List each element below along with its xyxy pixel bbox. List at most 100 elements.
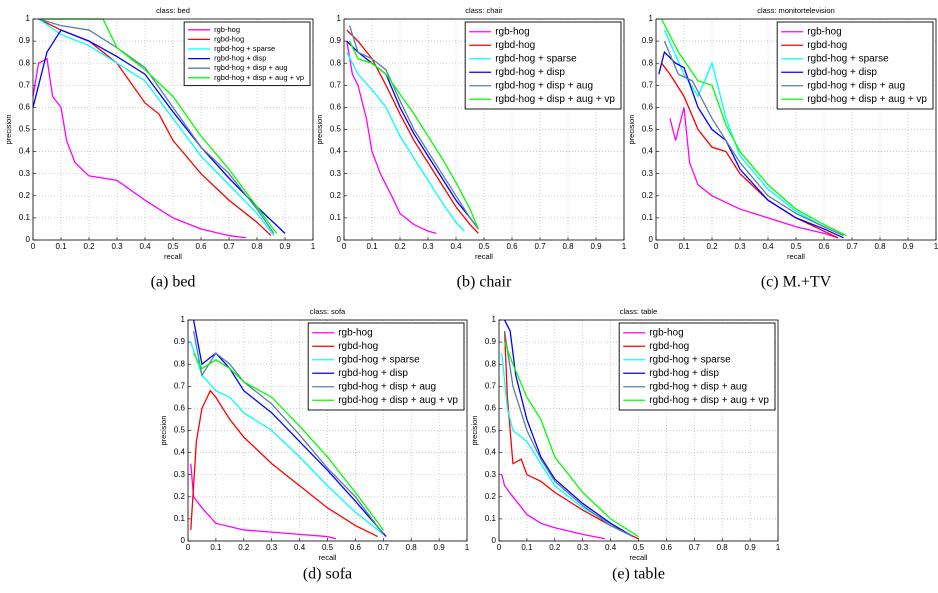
legend-label: rgbd-hog + disp + aug + vp: [495, 94, 615, 105]
legend-label: rgbd-hog + disp: [338, 368, 408, 379]
x-tick-label: 1: [776, 543, 781, 552]
y-tick-label: 0.2: [330, 191, 342, 200]
x-tick-label: 0.5: [790, 242, 802, 251]
x-tick-label: 0.3: [422, 242, 434, 251]
y-tick-label: 0.1: [642, 213, 654, 222]
y-tick-label: 0.7: [485, 381, 497, 390]
x-tick-label: 0: [342, 242, 347, 251]
pr-curve: [192, 319, 387, 538]
y-tick-label: 0.6: [642, 103, 654, 112]
x-tick-label: 0: [31, 242, 36, 251]
plot-frame: [498, 319, 779, 542]
x-tick-label: 0.9: [434, 543, 446, 552]
legend-label: rgbd-hog + disp + aug + vp: [338, 395, 458, 406]
x-tick-label: 0.2: [549, 543, 561, 552]
y-tick-label: 0.5: [485, 426, 497, 435]
x-tick-label: 0.7: [534, 242, 546, 251]
y-tick-label: 0.6: [174, 404, 186, 413]
y-tick-label: 0.6: [485, 404, 497, 413]
x-tick-label: 0.4: [139, 242, 151, 251]
y-tick-label: 1: [649, 14, 654, 23]
y-tick-label: 0.1: [330, 213, 342, 222]
pr-curve: [669, 107, 839, 239]
y-tick-label: 0.9: [174, 337, 186, 346]
x-tick-label: 0.8: [406, 543, 418, 552]
y-tick-label: 0.8: [174, 359, 186, 368]
x-tick-label: 0.9: [745, 543, 757, 552]
pr-curve: [193, 352, 384, 531]
chart: 0 0.1 0.2 0.3 0.4 0.5 0.6 0.7 0.8 0.9 1 0 0.1 0.2 0.3 0…: [627, 6, 938, 291]
pr-curve: [32, 29, 286, 234]
legend-label: rgbd-hog + disp: [214, 54, 266, 63]
y-tick-label: 0.7: [330, 80, 342, 89]
y-tick-label: 0.9: [642, 36, 654, 45]
pr-curve: [38, 18, 275, 236]
x-tick-label: 0.2: [83, 242, 95, 251]
x-tick-label: 0.7: [223, 242, 235, 251]
x-axis-label: recall: [319, 553, 337, 562]
x-tick-label: 0.3: [577, 543, 589, 552]
pr-curve: [38, 18, 275, 234]
y-tick-label: 1: [492, 315, 497, 324]
chart: 0 0.1 0.2 0.3 0.4 0.5 0.6 0.7 0.8 0.9 1 0 0.1 0.2 0.3 0…: [4, 6, 316, 291]
legend-label: rgbd-hog + disp: [649, 368, 719, 379]
y-tick-label: 0.7: [174, 381, 186, 390]
y-tick-label: 0.4: [642, 147, 654, 156]
legend-label: rgbd-hog + disp + aug + vp: [649, 395, 769, 406]
y-tick-label: 0.8: [330, 58, 342, 67]
pr-curve: [32, 57, 246, 239]
x-axis-label: recall: [787, 252, 805, 261]
x-tick-label: 0.3: [734, 242, 746, 251]
y-tick-label: 0: [337, 235, 342, 244]
y-tick-label: 0: [492, 536, 497, 545]
y-tick-label: 0.8: [485, 359, 497, 368]
legend-label: rgbd-hog + disp + aug: [495, 80, 593, 91]
x-tick-label: 0.8: [251, 242, 263, 251]
x-tick-label: 0.1: [55, 242, 67, 251]
x-tick-label: 0.4: [605, 543, 617, 552]
pr-curve: [661, 62, 839, 239]
legend-label: rgbd-hog: [807, 40, 847, 51]
y-tick-label: 0: [649, 235, 654, 244]
y-tick-label: 0.1: [485, 514, 497, 523]
x-axis-label: recall: [164, 252, 182, 261]
y-tick-label: 0.3: [174, 470, 186, 479]
y-tick-label: 0.2: [642, 191, 654, 200]
legend-label: rgbd-hog + sparse: [649, 354, 731, 365]
y-tick-label: 0.8: [19, 58, 31, 67]
y-tick-label: 0.7: [19, 80, 31, 89]
x-tick-label: 0: [186, 543, 191, 552]
legend-label: rgb-hog: [338, 327, 372, 338]
x-tick-label: 0.6: [661, 543, 673, 552]
x-tick-label: 0.1: [521, 543, 533, 552]
y-tick-label: 0: [181, 536, 186, 545]
y-tick-label: 0.1: [19, 213, 31, 222]
x-tick-label: 1: [622, 242, 627, 251]
y-tick-label: 1: [337, 14, 342, 23]
y-axis-label: precision: [315, 114, 324, 144]
x-tick-label: 0.7: [846, 242, 858, 251]
x-tick-label: 1: [311, 242, 316, 251]
legend-box: [183, 21, 311, 87]
x-tick-label: 0.4: [762, 242, 774, 251]
pr-curve: [348, 25, 479, 230]
x-axis-label: recall: [630, 553, 648, 562]
pr-curve: [190, 341, 384, 535]
chart: 0 0.1 0.2 0.3 0.4 0.5 0.6 0.7 0.8 0.9 1 0 0.1 0.2 0.3 0…: [159, 307, 470, 583]
pr-curve: [658, 50, 844, 239]
caption: (d) sofa: [303, 566, 352, 583]
caption: (e) table: [612, 566, 665, 583]
y-tick-label: 0.2: [19, 191, 31, 200]
x-tick-label: 0.4: [450, 242, 462, 251]
legend-label: rgbd-hog + sparse: [807, 53, 889, 64]
chart-title: class: monitortelevision: [757, 6, 835, 15]
legend-label: rgbd-hog + sparse: [495, 53, 577, 64]
x-tick-label: 0.9: [590, 242, 602, 251]
y-tick-label: 0.9: [330, 36, 342, 45]
x-tick-label: 0.7: [689, 543, 701, 552]
caption: (b) chair: [457, 274, 512, 291]
legend-label: rgbd-hog + sparse: [214, 44, 275, 53]
